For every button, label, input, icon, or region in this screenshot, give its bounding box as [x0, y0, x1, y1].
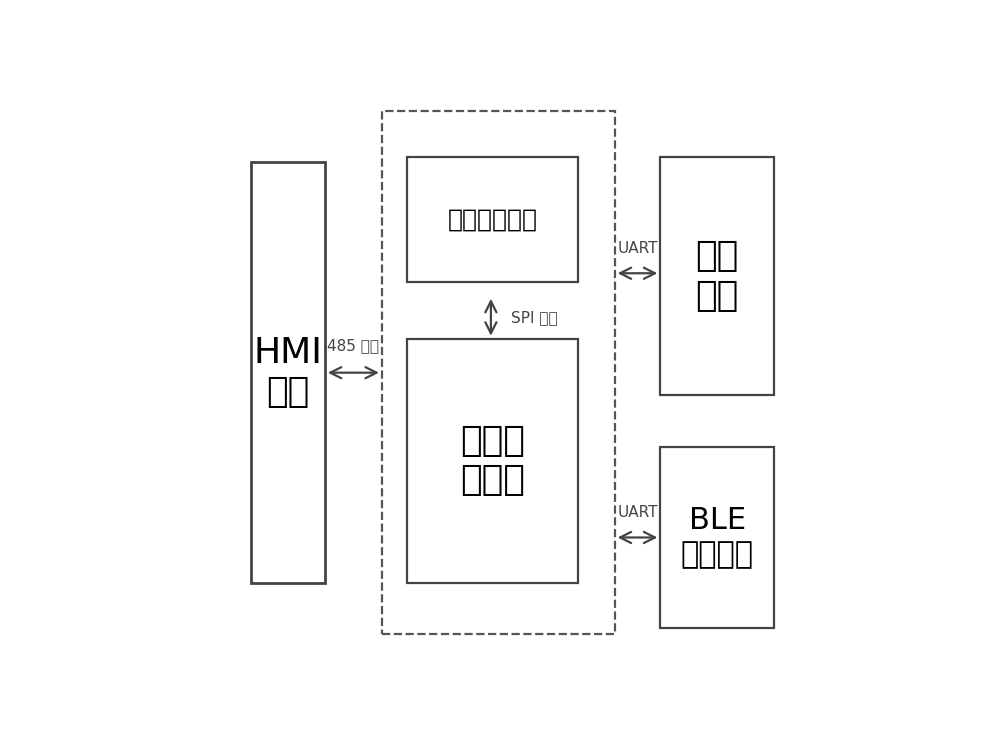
- Text: HMI
模块: HMI 模块: [254, 336, 322, 410]
- FancyBboxPatch shape: [407, 156, 578, 282]
- Text: 传输
模块: 传输 模块: [695, 239, 739, 313]
- Text: 485 总线: 485 总线: [327, 338, 379, 353]
- FancyBboxPatch shape: [660, 156, 774, 396]
- Text: 业务逻
辑模块: 业务逻 辑模块: [460, 424, 525, 497]
- Text: 安全加密模块: 安全加密模块: [448, 207, 538, 231]
- FancyBboxPatch shape: [660, 446, 774, 629]
- FancyBboxPatch shape: [407, 339, 578, 583]
- Text: UART: UART: [617, 241, 658, 256]
- Text: BLE
通讯模块: BLE 通讯模块: [681, 506, 754, 569]
- FancyBboxPatch shape: [251, 162, 325, 583]
- FancyBboxPatch shape: [382, 111, 615, 634]
- Text: SPI 总线: SPI 总线: [511, 310, 557, 325]
- Text: UART: UART: [617, 506, 658, 520]
